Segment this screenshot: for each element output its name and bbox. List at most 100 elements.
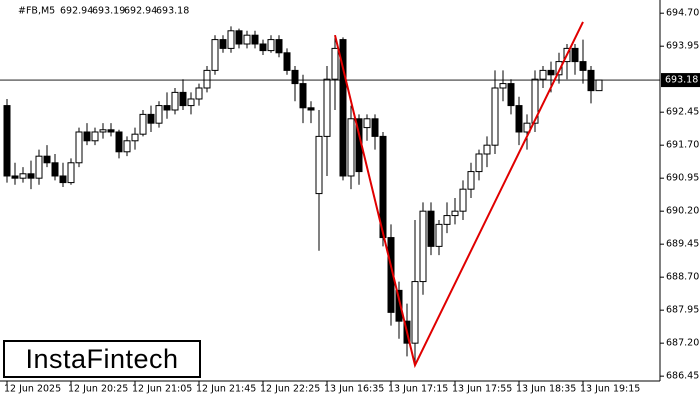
candle-body [547, 69, 555, 76]
y-tick-label: 691.70 [666, 140, 699, 151]
candle-body [123, 140, 131, 153]
candle-body [323, 78, 331, 137]
candle-body [451, 210, 459, 217]
x-tick-label: 12 Jun 21:05 [132, 384, 192, 395]
x-tick-label: 13 Jun 17:15 [388, 384, 448, 395]
candle-body [419, 210, 427, 283]
candle-body [363, 118, 371, 129]
header-open: 692.94 [60, 6, 93, 17]
candle-body [435, 223, 443, 247]
candle-body [443, 215, 451, 225]
y-tick-label: 686.45 [666, 371, 699, 382]
header-low: 692.94 [124, 6, 157, 17]
candle-body [555, 61, 563, 76]
candle-body [243, 34, 251, 45]
candle-body [11, 175, 19, 179]
x-tick-label: 12 Jun 21:45 [196, 384, 256, 395]
x-tick-label: 13 Jun 16:35 [324, 384, 384, 395]
y-tick-label: 690.20 [666, 206, 699, 217]
x-tick-label: 12 Jun 22:25 [260, 384, 320, 395]
candle-body [515, 105, 523, 133]
candle-body [507, 83, 515, 107]
candle-body [299, 83, 307, 109]
candle-body [171, 91, 179, 111]
logo: InstaFintech [3, 340, 201, 378]
candle-body [331, 47, 339, 80]
candle-body [115, 131, 123, 153]
candle-body [371, 118, 379, 137]
candle-body [211, 39, 219, 71]
candle-body [571, 47, 579, 63]
candle-body [19, 173, 27, 179]
x-tick-label: 12 Jun 2025 [4, 384, 61, 395]
candle-body [307, 107, 315, 111]
candle-body [219, 39, 227, 49]
candle-body [51, 162, 59, 177]
candle-body [75, 131, 83, 164]
candle-body [203, 69, 211, 89]
candle-body [467, 171, 475, 190]
y-tick-label: 689.45 [666, 239, 699, 250]
candle-body [91, 131, 99, 142]
symbol: #FB,M5 [18, 6, 55, 17]
price-label: 693.18 [665, 75, 698, 86]
candle-body [499, 83, 507, 89]
candle-body [99, 129, 107, 133]
y-tick-label: 692.45 [666, 107, 699, 118]
candle-body [411, 281, 419, 344]
y-tick-label: 693.95 [666, 41, 699, 52]
y-tick-label: 688.70 [666, 272, 699, 283]
candle-body [43, 155, 51, 164]
candle-body [187, 98, 195, 107]
candle-body [531, 78, 539, 124]
candle-body [59, 175, 67, 184]
candle-body [379, 135, 387, 239]
candle-body [459, 188, 467, 212]
x-tick-label: 12 Jun 20:25 [68, 384, 128, 395]
x-tick-label: 13 Jun 19:15 [580, 384, 640, 395]
candle-body [67, 162, 75, 184]
y-tick-label: 687.20 [666, 338, 699, 349]
candle-body [131, 133, 139, 142]
candle-body [523, 122, 531, 133]
candle-body [259, 43, 267, 52]
candle-body [491, 87, 499, 146]
candle-body [163, 105, 171, 111]
candle-body [147, 113, 155, 124]
y-tick-label: 687.95 [666, 305, 699, 316]
candle-body [235, 30, 243, 45]
candle-body [107, 129, 115, 133]
candle-body [83, 131, 91, 142]
candle-body [283, 52, 291, 71]
candle-body [275, 39, 283, 54]
x-tick-label: 13 Jun 17:55 [452, 384, 512, 395]
x-tick-label: 13 Jun 18:35 [516, 384, 576, 395]
candle-body [267, 39, 275, 52]
pattern-line [334, 21, 584, 369]
candle-body [315, 135, 323, 195]
candle-body [3, 105, 11, 177]
candle-body [475, 153, 483, 173]
candle-body [595, 79, 603, 92]
candle-body [179, 91, 187, 107]
candle-body [579, 61, 587, 71]
candle-body [251, 34, 259, 45]
y-tick-label: 694.70 [666, 8, 699, 19]
candle-body [139, 113, 147, 135]
candle-body [395, 289, 403, 322]
candle-body [27, 173, 35, 179]
header-close: 693.18 [156, 6, 189, 17]
candle-body [347, 118, 355, 177]
candle-body [291, 69, 299, 85]
candle-body [35, 155, 43, 179]
candle-body [483, 144, 491, 155]
candle-body [155, 105, 163, 124]
header-high: 693.19 [92, 6, 125, 17]
candle-body [587, 69, 595, 92]
candle-body [427, 210, 435, 247]
y-tick-label: 690.95 [666, 173, 699, 184]
candle-body [339, 39, 347, 177]
candle-body [227, 30, 235, 49]
candle-body [539, 69, 547, 80]
